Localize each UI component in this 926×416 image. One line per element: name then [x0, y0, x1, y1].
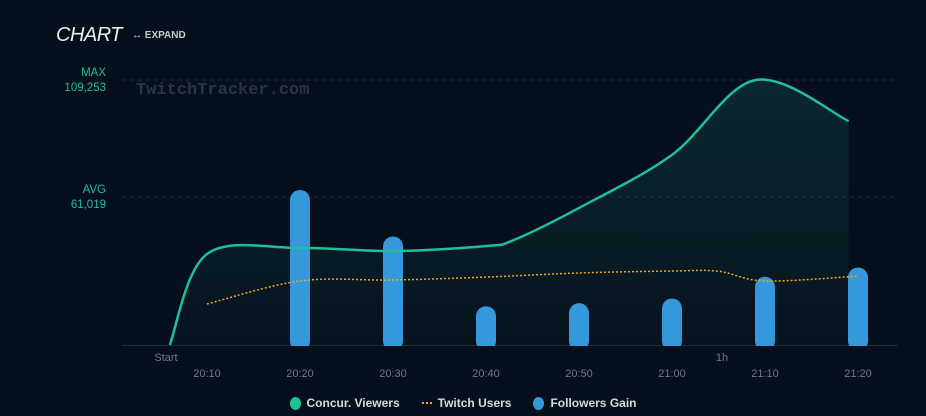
x-label-start: Start	[154, 352, 177, 364]
dotted-line-icon	[421, 402, 432, 404]
followers-gain-bar	[755, 276, 775, 351]
x-tick-label: 20:40	[472, 368, 500, 380]
legend-label: Concur. Viewers	[306, 396, 400, 410]
followers-gain-bar	[383, 236, 403, 351]
legend-label: Twitch Users	[437, 396, 512, 410]
followers-gain-bar	[290, 190, 310, 351]
expand-button[interactable]: ↔ EXPAND	[132, 30, 186, 41]
x-tick-label: 21:20	[844, 368, 872, 380]
legend: Concur. Viewers Twitch Users Followers G…	[0, 396, 926, 410]
avg-label: AVG	[82, 184, 106, 196]
arrows-horizontal-icon: ↔	[132, 30, 142, 41]
legend-label: Followers Gain	[550, 396, 637, 410]
x-tick-label: 21:10	[751, 368, 779, 380]
x-tick-label: 20:20	[286, 368, 314, 380]
followers-gain-bar	[848, 267, 868, 351]
x-tick-label: 20:50	[565, 368, 593, 380]
twitch-users-line	[206, 269, 859, 305]
legend-item-followers-gain[interactable]: Followers Gain	[533, 396, 636, 410]
chart-title: CHART	[56, 24, 123, 46]
followers-gain-bar	[569, 303, 589, 351]
bar-clip	[0, 346, 926, 356]
legend-item-concur-viewers[interactable]: Concur. Viewers	[289, 396, 400, 410]
x-label-1h: 1h	[716, 352, 728, 364]
max-value: 109,253	[64, 82, 106, 94]
max-marker: MAX 109,253	[64, 66, 106, 96]
watermark: TwitchTracker.com	[136, 81, 309, 100]
expand-label: EXPAND	[144, 30, 186, 41]
avg-value: 61,019	[70, 199, 106, 211]
concur-viewers-line	[168, 78, 850, 346]
circle-icon	[533, 396, 545, 410]
followers-gain-bar	[662, 298, 682, 351]
x-tick-label: 21:00	[658, 368, 686, 380]
legend-item-twitch-users[interactable]: Twitch Users	[421, 396, 512, 410]
followers-gain-bar	[476, 306, 496, 351]
x-tick-label: 20:30	[379, 368, 407, 380]
viewers-area	[169, 79, 849, 345]
max-label: MAX	[81, 67, 106, 79]
x-tick-label: 20:10	[193, 368, 221, 380]
chart-plot: TwitchTracker.com 20:10 20:20 20:30 20:40 20…	[0, 78, 926, 380]
avg-marker: AVG 61,019	[71, 183, 106, 213]
circle-icon	[289, 396, 301, 410]
